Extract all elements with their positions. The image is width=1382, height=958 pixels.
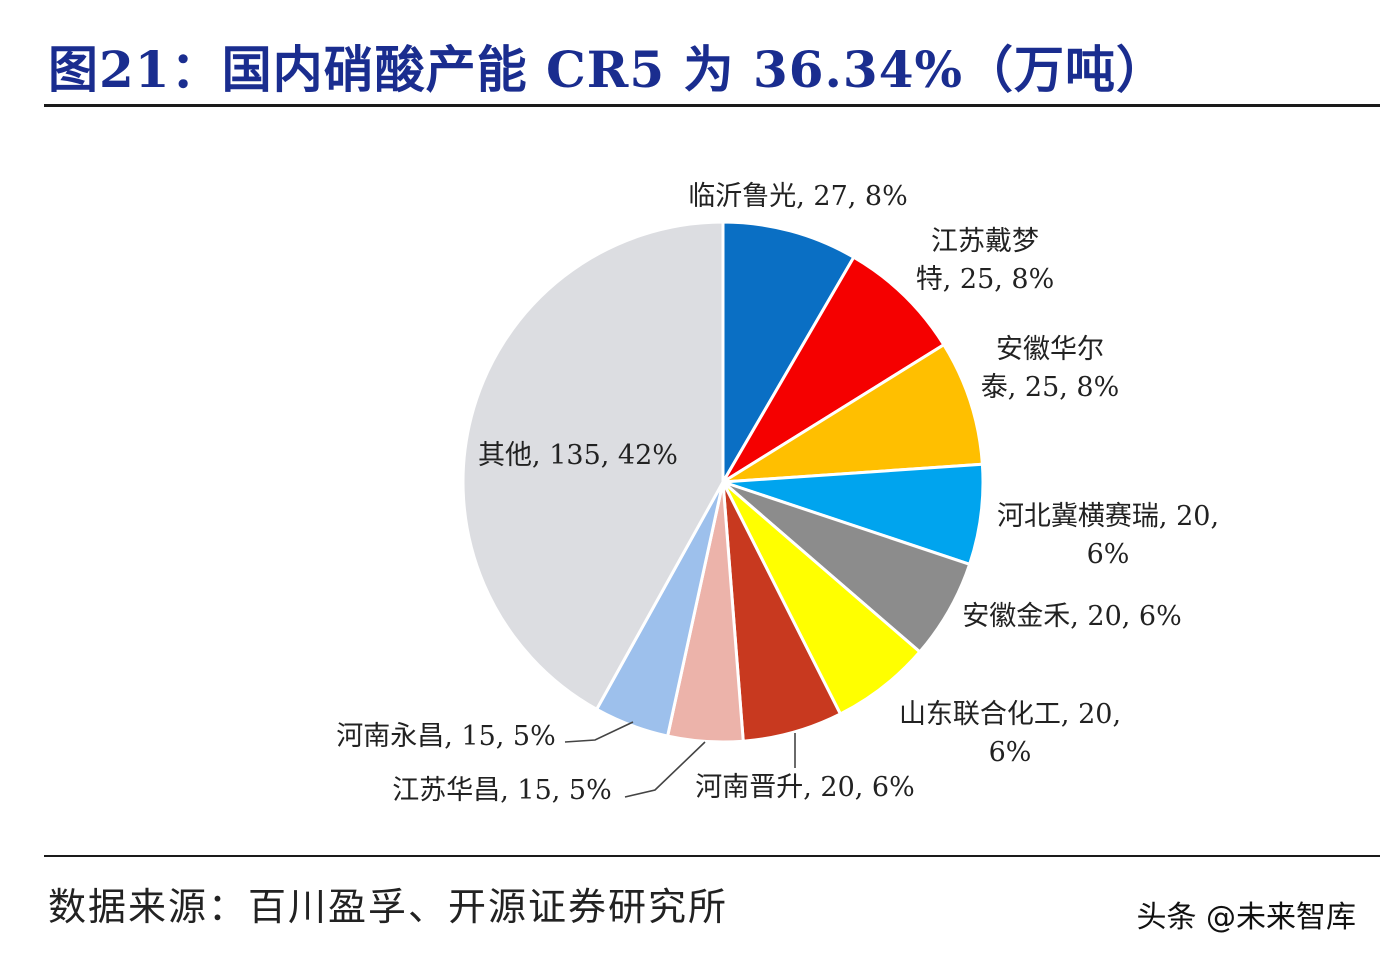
slice-label-line: 河南晋升, 20, 6% — [695, 772, 915, 803]
slice-label-4: 河北冀横赛瑞, 20, 6% — [997, 501, 1219, 570]
slice-label-line: 江苏戴梦 — [931, 226, 1039, 257]
slice-label-line: 河南永昌, 15, 5% — [336, 721, 556, 752]
leader-line-9 — [564, 721, 634, 743]
source-note: 数据来源：百川盈孚、开源证券研究所 — [48, 885, 729, 929]
pie-slice-3 — [722, 342, 984, 484]
pie-slice-1 — [721, 220, 856, 488]
bottom-rule — [44, 855, 1380, 857]
slice-label-10: 其他, 135, 42% — [478, 440, 678, 471]
leader-line-8 — [624, 741, 706, 798]
figure-title: 图21：国内硝酸产能 CR5 为 36.34%（万吨） — [48, 40, 1168, 99]
slice-label-line: 安徽华尔 — [996, 334, 1104, 365]
pie-slice-10 — [461, 220, 725, 712]
slice-label-1: 临沂鲁光, 27, 8% — [688, 181, 908, 212]
slice-label-line: 临沂鲁光, 27, 8% — [688, 181, 908, 212]
slice-label-line: 河北冀横赛瑞, 20, — [997, 501, 1219, 532]
slice-label-line: 泰, 25, 8% — [981, 372, 1120, 403]
slice-label-7: 河南晋升, 20, 6% — [695, 772, 915, 803]
slice-label-5: 安徽金禾, 20, 6% — [962, 601, 1182, 632]
slice-label-line: 山东联合化工, 20, — [899, 699, 1121, 730]
slice-label-3: 安徽华尔泰, 25, 8% — [981, 334, 1120, 403]
slice-label-line: 安徽金禾, 20, 6% — [962, 601, 1182, 632]
slice-label-6: 山东联合化工, 20, 6% — [899, 699, 1121, 768]
slice-label-line: 其他, 135, 42% — [478, 440, 678, 471]
slice-label-line: 江苏华昌, 15, 5% — [392, 775, 612, 806]
watermark: 头条 @未来智库 — [1136, 900, 1356, 935]
slice-label-line: 6% — [989, 737, 1032, 768]
slice-label-9: 河南永昌, 15, 5% — [336, 721, 556, 752]
slice-label-2: 江苏戴梦特, 25, 8% — [916, 226, 1055, 295]
slice-label-line: 特, 25, 8% — [916, 264, 1055, 295]
pie-slice-2 — [721, 255, 946, 484]
slice-label-line: 6% — [1087, 539, 1130, 570]
top-rule — [44, 104, 1380, 107]
slice-label-8: 江苏华昌, 15, 5% — [392, 775, 612, 806]
